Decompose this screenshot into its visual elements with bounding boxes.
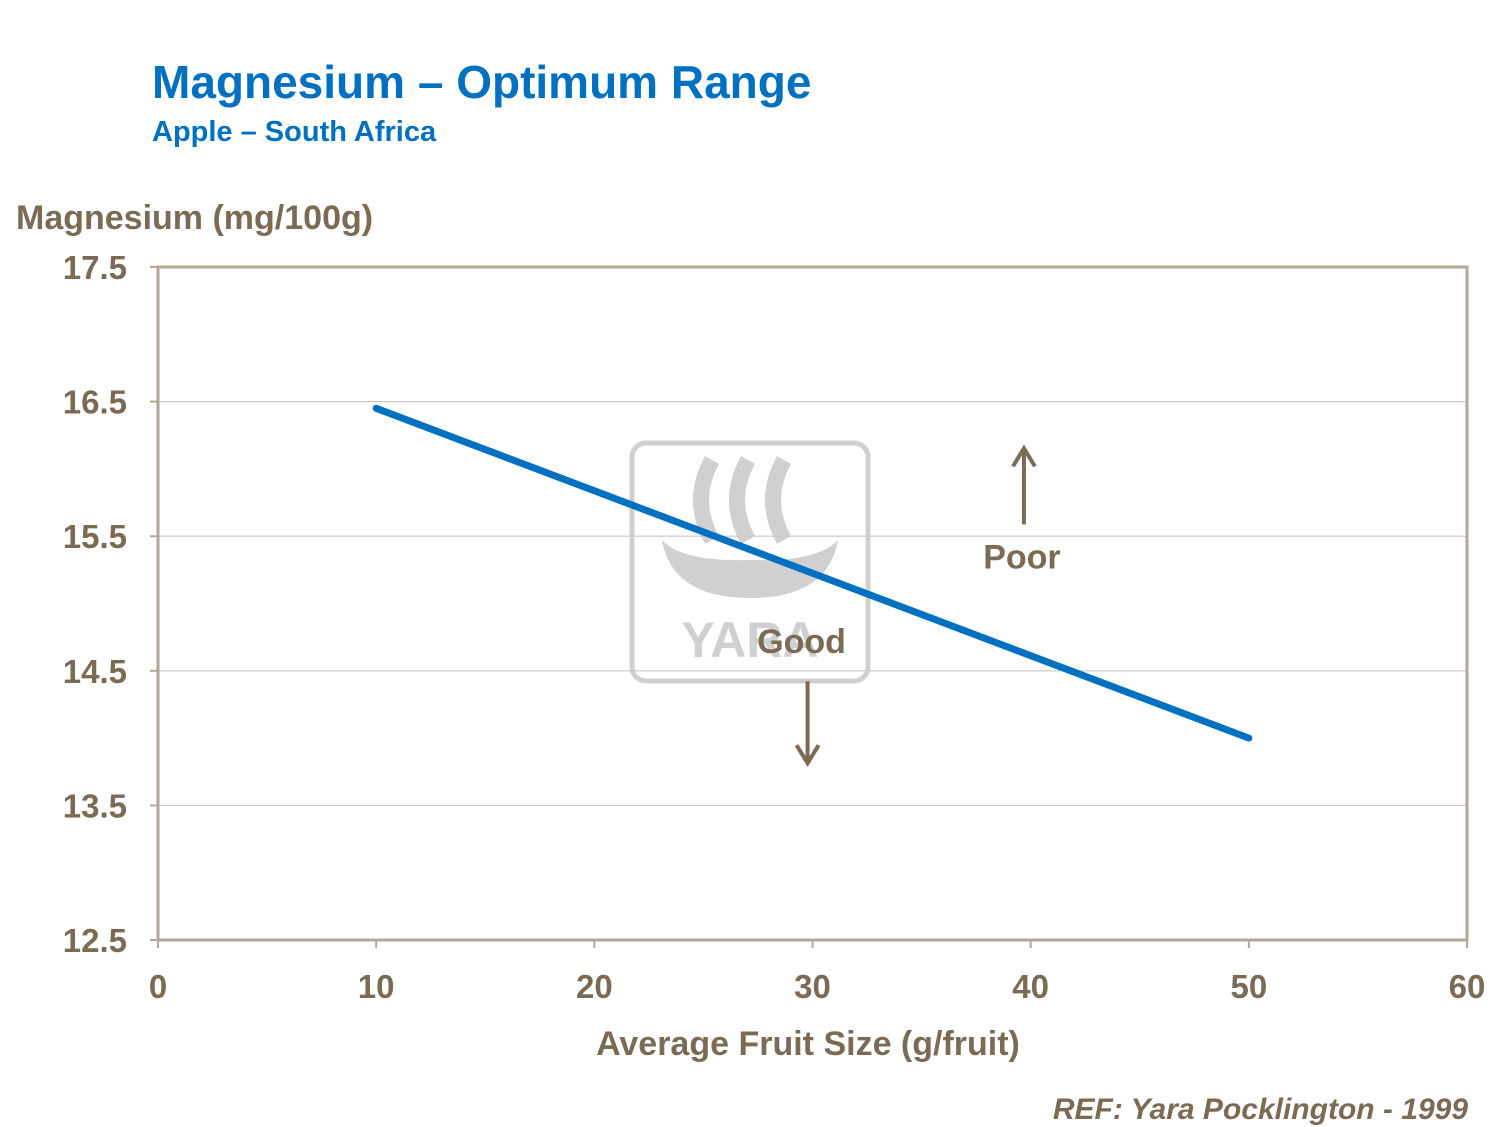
x-tick-label: 50 <box>1230 968 1267 1005</box>
y-tick-label: 17.5 <box>63 249 127 286</box>
x-axis-tick-labels: 0 10 20 30 40 50 60 <box>149 968 1486 1005</box>
y-tick-label: 12.5 <box>63 922 127 959</box>
grid-lines <box>158 401 1467 807</box>
series-line <box>372 404 1253 742</box>
x-tick-label: 40 <box>1012 968 1049 1005</box>
x-tick-label: 30 <box>794 968 831 1005</box>
axis-ticks <box>150 266 1468 948</box>
x-axis-title: Average Fruit Size (g/fruit) <box>596 1025 1020 1063</box>
page-subtitle: Apple – South Africa <box>152 116 437 148</box>
yara-watermark: YARA <box>629 440 871 684</box>
y-tick-label: 15.5 <box>63 518 127 555</box>
annotation-label-good: Good <box>757 623 846 661</box>
y-tick-label: 13.5 <box>63 787 127 824</box>
plot-area-frame <box>156 265 1469 942</box>
x-tick-label: 20 <box>576 968 613 1005</box>
y-tick-label: 16.5 <box>63 384 127 421</box>
up-arrow-head <box>1011 444 1037 468</box>
y-axis-title: Magnesium (mg/100g) <box>16 199 373 237</box>
y-tick-label: 14.5 <box>63 653 127 690</box>
annotation-label-poor: Poor <box>983 538 1060 576</box>
x-tick-label: 0 <box>149 968 167 1005</box>
y-axis-tick-labels: 12.5 13.5 14.5 15.5 16.5 17.5 <box>63 249 127 959</box>
viking-ship-icon <box>662 456 838 598</box>
series-group <box>372 404 1253 742</box>
reference-note: REF: Yara Pocklington - 1999 <box>1052 1093 1468 1126</box>
down-arrow-head <box>794 744 821 768</box>
page-title: Magnesium – Optimum Range <box>152 56 812 108</box>
watermark-text: YARA <box>681 612 818 668</box>
watermark-frame <box>629 440 871 684</box>
x-tick-label: 60 <box>1449 968 1486 1005</box>
x-tick-label: 10 <box>358 968 395 1005</box>
annotations-group: Poor Good <box>757 444 1061 768</box>
